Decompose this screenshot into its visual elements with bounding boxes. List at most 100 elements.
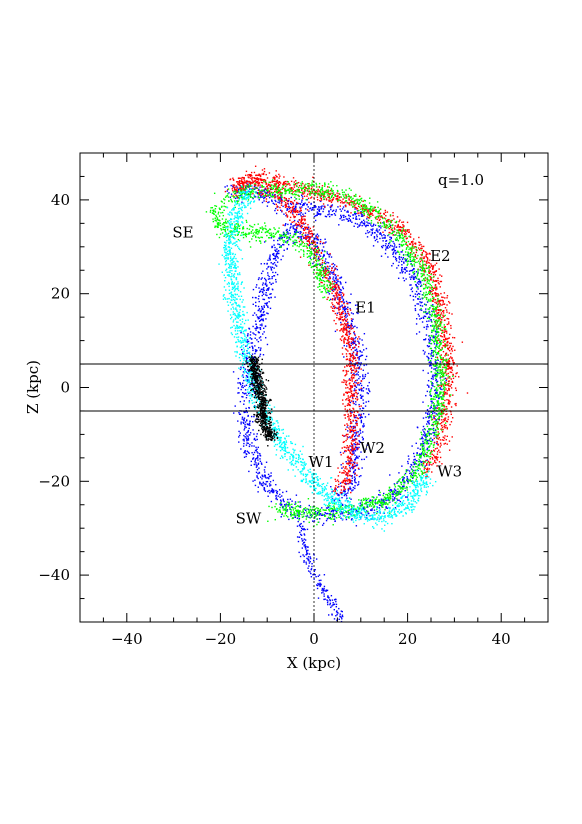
data-point [442, 316, 444, 318]
data-point [252, 480, 254, 482]
data-point [365, 510, 368, 512]
data-point [422, 445, 425, 447]
data-point [274, 178, 276, 181]
data-point [277, 250, 280, 252]
data-point [260, 462, 263, 464]
data-point [290, 203, 293, 206]
data-point [362, 514, 364, 516]
data-point [353, 392, 355, 395]
data-point [368, 389, 370, 392]
data-point [238, 434, 241, 437]
data-point [344, 408, 346, 410]
data-point [348, 469, 350, 472]
data-point [358, 435, 360, 437]
data-point [246, 339, 249, 341]
data-point [446, 399, 448, 401]
data-point [258, 287, 260, 289]
data-point [374, 206, 376, 209]
data-point [435, 457, 437, 459]
data-point [390, 221, 393, 223]
data-point [443, 303, 446, 305]
data-point [321, 205, 323, 207]
data-point [308, 185, 310, 187]
data-point [432, 304, 434, 306]
data-point [263, 305, 265, 307]
data-point [375, 229, 378, 232]
data-point [362, 399, 364, 401]
data-point [325, 590, 328, 592]
data-point [269, 492, 271, 494]
data-point [282, 183, 285, 185]
data-point [251, 445, 253, 447]
data-point [273, 262, 276, 264]
data-point [432, 427, 435, 430]
data-point [333, 618, 336, 620]
data-point [436, 320, 439, 323]
data-point [428, 341, 430, 344]
data-point [317, 258, 320, 260]
data-point [345, 374, 347, 376]
data-point [447, 365, 449, 368]
data-point [452, 336, 454, 339]
data-point [362, 390, 365, 392]
data-point [260, 309, 262, 312]
data-point [259, 315, 261, 318]
data-point [281, 211, 283, 213]
data-point [257, 491, 259, 493]
data-point [307, 546, 309, 548]
data-point [325, 215, 328, 218]
data-point [421, 252, 424, 254]
data-point [438, 309, 440, 311]
data-point [238, 184, 241, 187]
data-point [414, 463, 416, 465]
data-point [266, 485, 269, 487]
data-point [437, 385, 439, 387]
data-point [338, 224, 340, 226]
data-point [343, 305, 346, 307]
data-point [243, 180, 246, 182]
data-point [428, 262, 431, 264]
data-point [262, 481, 265, 484]
data-point [436, 447, 438, 449]
data-point [434, 368, 437, 370]
data-point [316, 190, 319, 192]
data-point [342, 323, 344, 326]
data-point [358, 455, 360, 458]
data-point [315, 206, 317, 208]
data-point [425, 253, 428, 256]
data-point [349, 461, 351, 463]
data-point [449, 395, 451, 398]
data-point [330, 486, 332, 488]
data-point [237, 377, 240, 380]
data-point [430, 277, 432, 280]
data-point [428, 420, 430, 422]
data-point [276, 187, 278, 189]
data-point [329, 252, 331, 255]
data-point [426, 409, 429, 411]
data-point [423, 303, 426, 305]
data-point [338, 293, 340, 296]
data-point [261, 169, 264, 171]
data-point [351, 439, 353, 442]
data-point [260, 179, 262, 181]
data-point [421, 257, 423, 259]
data-point [400, 256, 402, 259]
data-point [347, 339, 349, 341]
data-point [435, 288, 437, 290]
data-point [442, 301, 444, 303]
data-point [415, 248, 417, 251]
data-point [436, 451, 439, 453]
data-point [271, 199, 273, 201]
data-point [299, 213, 301, 215]
data-point [414, 458, 416, 461]
data-point [342, 308, 344, 310]
data-point [355, 374, 357, 376]
data-point [324, 267, 326, 270]
data-point [354, 429, 357, 432]
data-point [353, 225, 355, 227]
data-point [340, 329, 342, 331]
data-point [347, 492, 349, 494]
data-point [349, 462, 352, 465]
data-point [321, 262, 324, 264]
data-point [293, 233, 295, 236]
